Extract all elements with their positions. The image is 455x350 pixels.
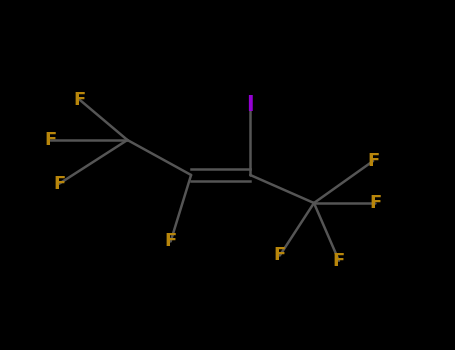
Text: F: F bbox=[74, 91, 86, 109]
Text: F: F bbox=[369, 194, 381, 212]
Text: F: F bbox=[165, 232, 177, 251]
Text: F: F bbox=[367, 152, 379, 170]
Text: I: I bbox=[247, 95, 254, 115]
Text: F: F bbox=[44, 131, 56, 149]
Text: F: F bbox=[333, 252, 345, 270]
Text: F: F bbox=[53, 175, 65, 193]
Text: F: F bbox=[274, 246, 286, 265]
